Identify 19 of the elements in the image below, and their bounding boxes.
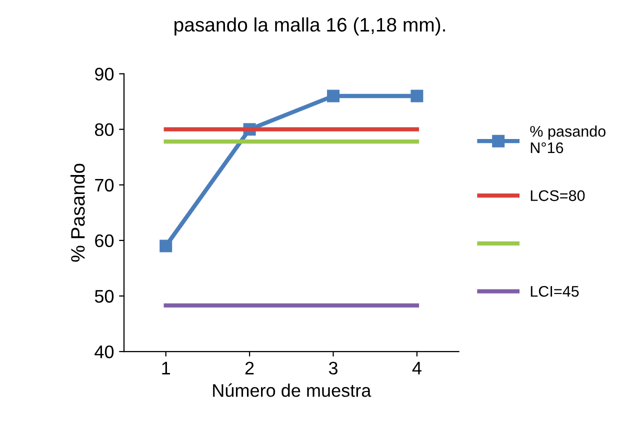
- x-tick-label: 3: [328, 362, 338, 375]
- point: [160, 240, 172, 252]
- y-tick-label: 60: [95, 234, 114, 248]
- legend-label: LCS=80: [530, 190, 585, 202]
- x-tick-label: 1: [162, 362, 170, 374]
- y-tick-label: 50: [94, 290, 114, 303]
- y-tick-label: 80: [94, 123, 114, 136]
- chart-title: pasando la malla 16 (1,18 mm).: [174, 17, 445, 36]
- point: [327, 90, 340, 102]
- legend-label: LCI=45: [530, 286, 579, 297]
- legend-label: % pasando N°16: [530, 126, 606, 154]
- x-tick-label: 2: [245, 362, 254, 374]
- y-axis-title: % Pasando: [70, 164, 85, 262]
- y-tick-label: 70: [95, 178, 114, 192]
- point: [410, 90, 424, 102]
- x-tick-label: 4: [412, 362, 422, 374]
- x-axis-title: Número de muestra: [213, 383, 372, 397]
- y-tick-label: 40: [94, 345, 114, 358]
- y-tick-label: 90: [95, 68, 114, 80]
